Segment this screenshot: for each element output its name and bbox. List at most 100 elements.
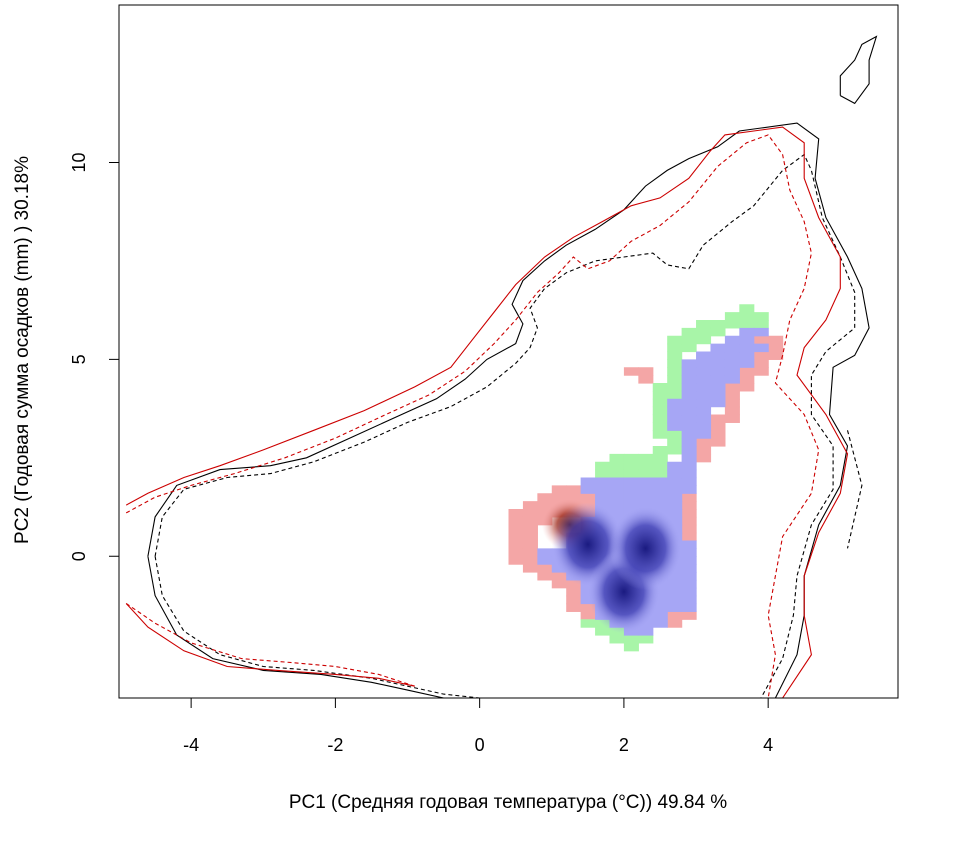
blue-cell: [681, 579, 697, 589]
pink-cell: [724, 406, 740, 416]
green-cell: [667, 343, 683, 353]
green-cell: [638, 453, 654, 463]
green-cell: [667, 359, 683, 368]
green-cell: [652, 430, 668, 439]
blue-cell: [652, 485, 668, 494]
blue-cell: [710, 359, 726, 368]
blue-cell: [667, 461, 683, 471]
green-cell: [609, 453, 625, 463]
blue-cell: [681, 375, 697, 384]
pink-cell: [580, 603, 596, 612]
blue-cell: [681, 595, 697, 605]
green-cell: [638, 469, 654, 479]
pink-cell: [739, 375, 755, 384]
pink-cell: [724, 398, 740, 408]
green-cell: [667, 367, 683, 376]
green-cell: [652, 453, 668, 463]
pink-cell: [710, 438, 726, 447]
blue-cell: [739, 359, 755, 368]
blue-cell: [753, 343, 769, 353]
blue-cell: [681, 548, 697, 557]
green-cell: [623, 453, 639, 463]
green-cell: [652, 398, 668, 408]
green-cell: [724, 320, 740, 329]
pink-cell: [522, 516, 538, 526]
black-solid-contour: [839, 35, 878, 105]
pink-cell: [508, 556, 524, 565]
pink-cell: [566, 579, 582, 589]
pink-cell: [681, 509, 697, 518]
pink-cell: [508, 540, 524, 549]
y-axis-title: PC2 (Годовая сумма осадков (mm) ) 30.18%: [12, 156, 33, 544]
green-cell: [696, 335, 712, 345]
blue-cell: [652, 587, 668, 597]
pink-cell: [522, 556, 538, 565]
pink-cell: [710, 430, 726, 439]
pink-cell: [681, 493, 697, 502]
blue-cell: [696, 414, 712, 423]
x-tick-label: 2: [619, 735, 629, 755]
x-tick-label: -4: [183, 735, 199, 755]
green-cell: [710, 327, 726, 337]
blue-cell: [681, 587, 697, 597]
green-cell: [696, 320, 712, 329]
green-cell: [667, 438, 683, 447]
green-cell: [595, 461, 611, 471]
blue-cell: [696, 351, 712, 360]
pink-cell: [696, 438, 712, 447]
pink-cell: [681, 501, 697, 510]
green-cell: [667, 430, 683, 439]
blue-cell: [681, 359, 697, 368]
blue-cell: [681, 406, 697, 416]
green-cell: [667, 375, 683, 384]
pink-cell: [623, 367, 639, 376]
green-cell: [667, 335, 683, 345]
blue-cell: [652, 611, 668, 620]
pink-cell: [551, 572, 567, 581]
pink-cell: [522, 532, 538, 542]
pink-cell: [724, 414, 740, 423]
blue-cell: [667, 587, 683, 597]
density-peaks: [541, 498, 682, 634]
green-cell: [739, 304, 755, 313]
y-tick-label: 0: [69, 551, 89, 561]
pink-cell: [710, 414, 726, 423]
pink-cell: [508, 524, 524, 534]
blue-cell: [667, 485, 683, 494]
blue-cell: [681, 438, 697, 447]
green-cell: [696, 327, 712, 337]
blue-cell: [681, 453, 697, 463]
x-tick-label: -2: [327, 735, 343, 755]
blue-cell: [696, 398, 712, 408]
blue-cell: [667, 603, 683, 612]
pink-cell: [580, 493, 596, 502]
green-cell: [652, 383, 668, 392]
blue-cell: [667, 501, 683, 510]
blue-cell: [724, 367, 740, 376]
blue-cell: [667, 493, 683, 502]
blue-cell: [753, 327, 769, 337]
pink-cell: [522, 548, 538, 557]
green-cell: [609, 469, 625, 479]
blue-cell: [681, 469, 697, 479]
red-solid-contour: [125, 603, 415, 687]
blue-cell: [696, 406, 712, 416]
green-cell: [638, 461, 654, 471]
blue-cell: [595, 485, 611, 494]
blue-cell: [667, 509, 683, 518]
pink-cell: [522, 564, 538, 573]
pink-cell: [753, 351, 769, 360]
green-cell: [652, 390, 668, 400]
green-cell: [667, 383, 683, 392]
blue-cell: [710, 375, 726, 384]
blue-cell: [681, 446, 697, 455]
blue-cell: [681, 603, 697, 612]
blue-cell: [681, 540, 697, 549]
blue-cell: [638, 493, 654, 502]
green-cell: [667, 351, 683, 360]
green-cell: [623, 461, 639, 471]
contour-lines: [125, 35, 878, 698]
pink-cell: [739, 383, 755, 392]
blue-cell: [595, 477, 611, 486]
